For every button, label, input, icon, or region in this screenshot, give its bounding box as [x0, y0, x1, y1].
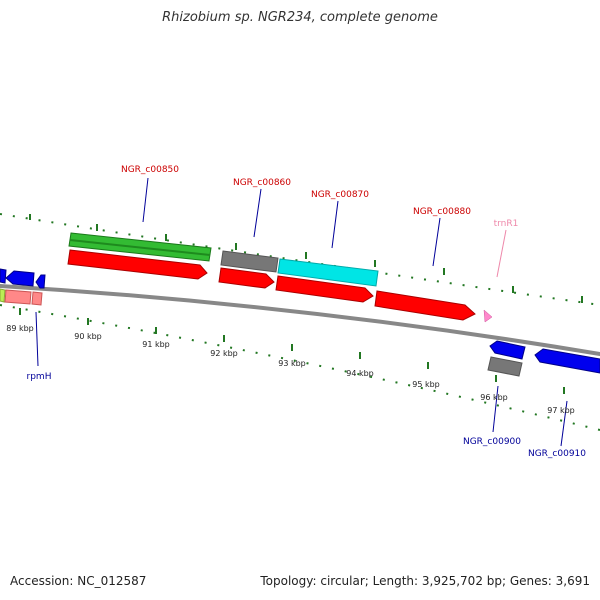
- cds-arrows-forward: [67, 249, 493, 323]
- cds-arrow-4[interactable]: [374, 290, 476, 321]
- genome-summary-text: Topology: circular; Length: 3,925,702 bp…: [260, 574, 590, 588]
- genome-backbone: [0, 284, 600, 356]
- kbp-label: 96 kbp: [480, 393, 508, 402]
- outer-tick-ring: [0, 213, 600, 306]
- gene-bar-ngr-c00870[interactable]: [277, 258, 379, 287]
- accession-text: Accession: NC_012587: [10, 574, 147, 588]
- inner-tick-ring: [0, 304, 600, 431]
- cds-arrow-3[interactable]: [275, 275, 374, 303]
- gene-label-ngr-c00880[interactable]: NGR_c00880: [413, 207, 471, 217]
- gene-features-outer: [68, 232, 379, 287]
- kbp-label: 94 kbp: [346, 369, 374, 378]
- cds-arrow-1[interactable]: [67, 249, 208, 280]
- gene-label-ngr-c00870[interactable]: NGR_c00870: [311, 190, 369, 200]
- gene-label-ngr-c00910[interactable]: NGR_c00910: [528, 449, 586, 459]
- kbp-scale: 89 kbp 90 kbp 91 kbp 92 kbp 93 kbp 94 kb…: [6, 324, 575, 415]
- kbp-label: 89 kbp: [6, 324, 34, 333]
- kbp-label: 90 kbp: [74, 332, 102, 341]
- gene-label-ngr-c00850[interactable]: NGR_c00850: [121, 165, 179, 175]
- gene-bar-ngr-c00860[interactable]: [220, 250, 279, 273]
- gene-label-trnr1[interactable]: trnR1: [494, 219, 519, 229]
- reverse-labels: rpmH NGR_c00900 NGR_c00910: [27, 311, 586, 459]
- kbp-label: 97 kbp: [547, 406, 575, 415]
- trna-marker[interactable]: [483, 309, 493, 323]
- gene-label-ngr-c00860[interactable]: NGR_c00860: [233, 178, 291, 188]
- reverse-features-left: [0, 268, 46, 306]
- kbp-label: 92 kbp: [210, 349, 238, 358]
- reverse-arrow-left-3[interactable]: [35, 274, 46, 289]
- gene-label-rpmh[interactable]: rpmH: [27, 372, 52, 382]
- cds-arrow-2[interactable]: [218, 267, 275, 289]
- gene-label-ngr-c00900[interactable]: NGR_c00900: [463, 437, 521, 447]
- kbp-label: 91 kbp: [142, 340, 170, 349]
- gene-bar-pink-2[interactable]: [31, 291, 43, 306]
- reverse-features-right: [487, 340, 600, 377]
- reverse-arrow-left-1[interactable]: [0, 268, 7, 284]
- gene-bar-yellow-green[interactable]: [0, 288, 6, 303]
- kbp-label: 93 kbp: [278, 359, 306, 368]
- forward-labels: NGR_c00850 NGR_c00860 NGR_c00870 NGR_c00…: [121, 165, 519, 278]
- reverse-arrow-left-2[interactable]: [5, 270, 35, 287]
- gene-bar-pink-1[interactable]: [4, 289, 32, 305]
- map-title: Rhizobium sp. NGR234, complete genome: [162, 10, 438, 25]
- reverse-arrow-ngr-c00900[interactable]: [489, 340, 526, 360]
- kbp-label: 95 kbp: [412, 380, 440, 389]
- gene-bar-gray-ngr-c00900[interactable]: [487, 356, 523, 377]
- reverse-arrow-ngr-c00910[interactable]: [534, 348, 600, 374]
